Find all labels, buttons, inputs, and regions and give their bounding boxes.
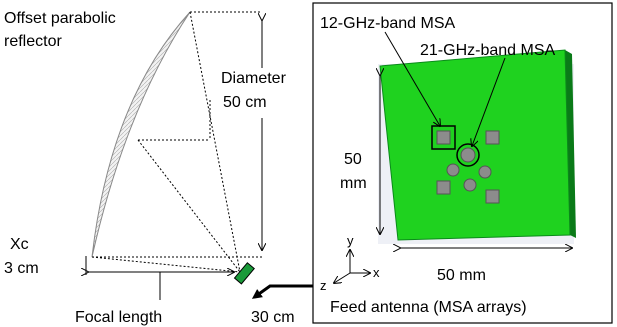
xc-label: Xc: [10, 236, 29, 253]
reflector-label: Offset parabolic: [4, 10, 116, 27]
feed-antenna: [235, 263, 255, 284]
panel-caption: Feed antenna (MSA arrays): [330, 299, 527, 316]
msa-21-label: 21-GHz-band MSA: [420, 42, 555, 59]
height-value: 50: [344, 151, 362, 168]
feed-arrow: [256, 286, 313, 296]
diameter-label: Diameter: [221, 70, 287, 87]
focal-label: Focal length: [75, 309, 162, 326]
msa-12-label: 12-GHz-band MSA: [320, 15, 455, 32]
xc-value: 3 cm: [4, 260, 39, 277]
reflector-label: reflector: [4, 33, 62, 50]
diagram: Diameter 50 cm Offset parabolic reflecto…: [0, 0, 617, 327]
axis-y: y: [347, 233, 354, 248]
axis-z: z: [320, 278, 327, 293]
reflector: [92, 12, 190, 257]
width-value: 50 mm: [437, 267, 486, 284]
focal-value: 30 cm: [251, 309, 295, 326]
height-unit: mm: [340, 175, 367, 192]
diameter-value: 50 cm: [223, 94, 267, 111]
axis-x: x: [373, 265, 380, 280]
board: [380, 50, 570, 240]
